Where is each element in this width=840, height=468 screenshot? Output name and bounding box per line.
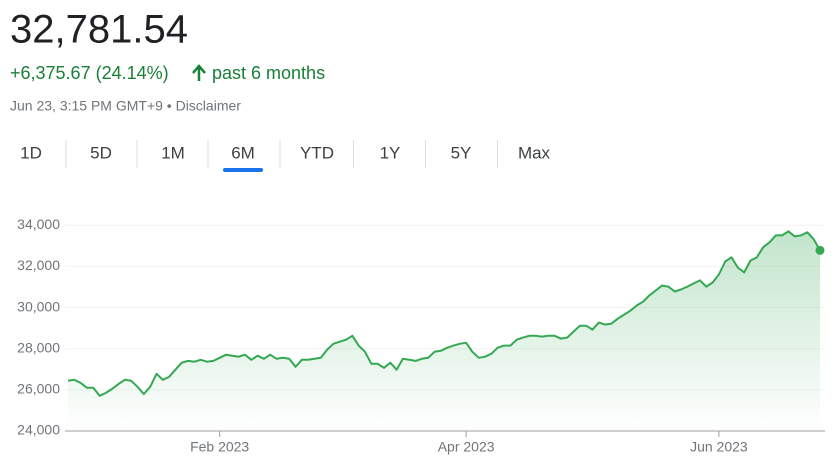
range-tab[interactable]: 1Y bbox=[380, 143, 401, 162]
y-tick-label: 34,000 bbox=[17, 216, 60, 232]
range-tab[interactable]: 1M bbox=[161, 143, 185, 162]
range-tab[interactable]: YTD bbox=[300, 143, 334, 162]
change: +6,375.67 (24.14%) bbox=[10, 63, 169, 83]
range-tab[interactable]: 6M bbox=[231, 143, 255, 162]
y-tick-label: 28,000 bbox=[17, 339, 60, 355]
timestamp: Jun 23, 3:15 PM GMT+9 • Disclaimer bbox=[10, 98, 241, 114]
plot: 24,000 26,000 28,000 30,000 32,000 34,000 Feb … bbox=[17, 216, 825, 455]
range-tabs: 1D 5D 1M 6M YTD 1Y 5Y Max bbox=[20, 140, 551, 172]
tab-indicator bbox=[223, 168, 263, 172]
price: 32,781.54 bbox=[10, 8, 188, 52]
area-fill bbox=[68, 231, 820, 431]
y-tick-label: 26,000 bbox=[17, 381, 60, 397]
range-tab[interactable]: Max bbox=[518, 143, 551, 162]
x-tick-label: Jun 2023 bbox=[690, 439, 748, 455]
range-tab[interactable]: 5D bbox=[90, 143, 112, 162]
period: past 6 months bbox=[212, 63, 325, 83]
y-tick-label: 24,000 bbox=[17, 422, 60, 438]
range-tab[interactable]: 5Y bbox=[451, 143, 472, 162]
price-line bbox=[67, 230, 821, 397]
range-tab[interactable]: 1D bbox=[20, 143, 42, 162]
y-tick-label: 32,000 bbox=[17, 257, 60, 273]
up-arrow bbox=[192, 64, 206, 81]
y-tick-label: 30,000 bbox=[17, 298, 60, 314]
x-tick-label: Apr 2023 bbox=[438, 439, 495, 455]
last-point bbox=[815, 245, 825, 255]
x-tick-label: Feb 2023 bbox=[190, 439, 249, 455]
